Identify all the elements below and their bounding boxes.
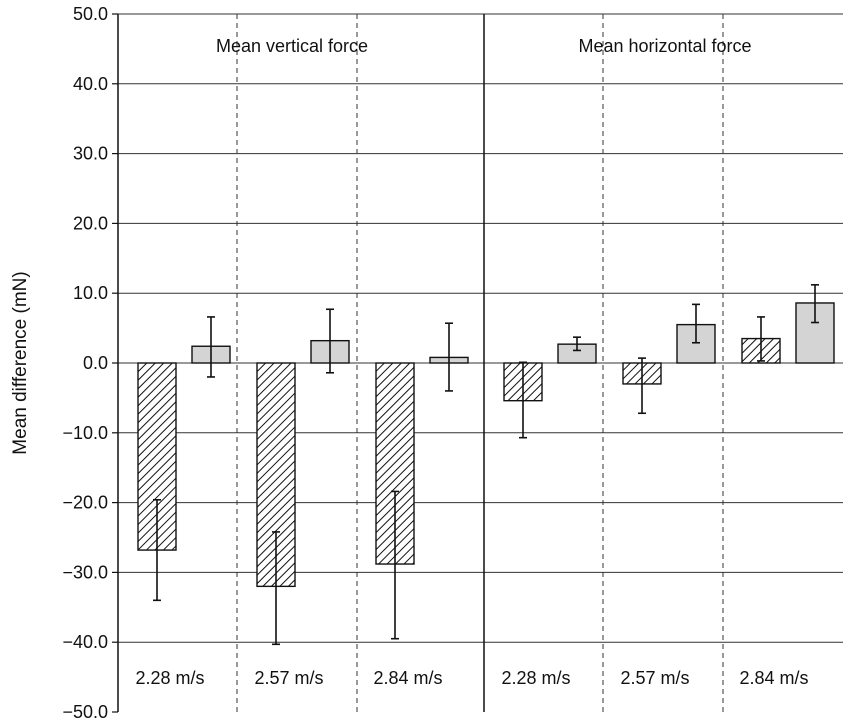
gridlines	[118, 13, 843, 643]
y-axis-label: Mean difference (mN)	[10, 271, 31, 454]
y-tick-label: 0.0	[83, 353, 108, 373]
category-label: 2.84 m/s	[373, 668, 442, 688]
y-tick-label: −10.0	[62, 423, 108, 443]
category-label: 2.28 m/s	[501, 668, 570, 688]
y-tick-label: −50.0	[62, 702, 108, 722]
category-label: 2.57 m/s	[620, 668, 689, 688]
axes	[112, 13, 119, 713]
panel-title-vertical: Mean vertical force	[216, 36, 368, 56]
category-label: 2.84 m/s	[739, 668, 808, 688]
y-tick-label: −40.0	[62, 632, 108, 652]
y-tick-label: −30.0	[62, 562, 108, 582]
y-tick-label: 10.0	[73, 283, 108, 303]
error-bars	[153, 284, 819, 646]
panel-title-horizontal: Mean horizontal force	[578, 36, 751, 56]
panel-dividers	[236, 14, 724, 712]
category-label: 2.57 m/s	[254, 668, 323, 688]
y-tick-label: −20.0	[62, 493, 108, 513]
category-label: 2.28 m/s	[135, 668, 204, 688]
y-tick-label: 20.0	[73, 213, 108, 233]
labels: Mean difference (mN) Mean vertical force…	[10, 4, 809, 722]
y-tick-label: 40.0	[73, 74, 108, 94]
y-tick-label: 30.0	[73, 144, 108, 164]
bars	[137, 302, 835, 588]
y-tick-label: 50.0	[73, 4, 108, 24]
